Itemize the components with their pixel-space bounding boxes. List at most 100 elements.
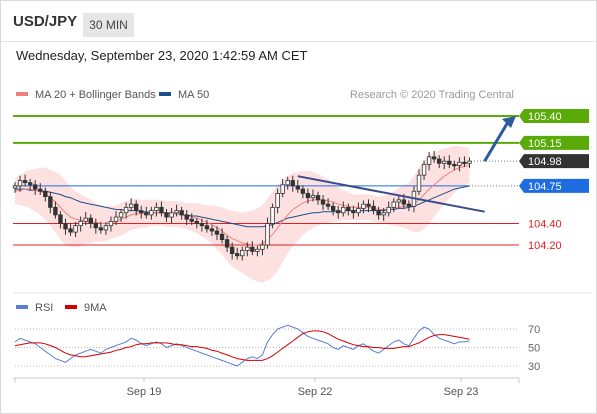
candle [118, 208, 124, 222]
candle [48, 191, 53, 214]
candle [93, 218, 98, 234]
candle [144, 206, 149, 219]
candle-body [255, 248, 260, 252]
candle-body [78, 220, 83, 227]
candle-body [320, 199, 326, 205]
candle [386, 201, 391, 217]
legend-9ma-label: 9MA [84, 302, 107, 314]
candle [234, 247, 240, 260]
candle-body [189, 218, 194, 222]
candle-body [386, 206, 391, 214]
candle-body [199, 223, 205, 227]
candle-body [98, 227, 104, 231]
legend-ma20-swatch [16, 92, 28, 97]
candle [305, 188, 311, 204]
candle [43, 187, 48, 202]
pivot-tag-3: 104.75 [519, 178, 589, 193]
candle-body [17, 180, 23, 187]
candle-body [93, 223, 98, 229]
candle-body [366, 203, 371, 207]
symbol-title: USD/JPY [13, 13, 78, 30]
candle-body [300, 188, 306, 194]
rsi-series-1 [14, 330, 470, 361]
candle-body [154, 206, 159, 211]
candle [376, 206, 381, 220]
candle-body [113, 216, 119, 222]
candle-body [68, 228, 73, 233]
candle-body [234, 253, 240, 257]
legend-9ma-swatch [65, 305, 77, 310]
candle-body [240, 249, 245, 257]
legend-ma50-swatch [159, 92, 171, 97]
candle-body [467, 160, 472, 164]
candle-body [275, 192, 280, 208]
candle-body [305, 192, 311, 199]
legend-ma50-label: MA 50 [178, 89, 210, 101]
widget-header: USD/JPY 30 MIN [1, 1, 596, 42]
last-tag-bg-2 [519, 154, 589, 169]
candle-body [174, 210, 179, 214]
candle-body [159, 206, 164, 214]
candle-body [103, 225, 109, 231]
candle-body [361, 203, 366, 209]
candle-body [133, 203, 139, 211]
support-label-4: 104.40 [528, 219, 562, 231]
legend-rsi-label: RSI [35, 302, 54, 314]
candle [442, 156, 447, 170]
candle [184, 210, 189, 226]
candle-body [12, 185, 18, 189]
candle [447, 155, 452, 169]
x-tick-label-1: Sep 22 [298, 386, 333, 398]
candle-body [38, 188, 43, 192]
candle-body [406, 203, 412, 207]
resistance-tag-bg-1 [519, 135, 589, 150]
legend-rsi-swatch [16, 305, 28, 310]
candle [224, 235, 230, 252]
legend-ma20-label: MA 20 + Bollinger Bands [35, 89, 156, 101]
candle [12, 182, 18, 193]
rsi-tick-0: 70 [528, 324, 540, 336]
candle [467, 157, 472, 169]
candle [341, 201, 346, 217]
forecast-arrow [483, 121, 510, 162]
candle-body [356, 208, 361, 214]
candle-body [351, 210, 356, 214]
candle-body [224, 239, 230, 248]
candle-body [260, 244, 265, 250]
candle [113, 211, 119, 226]
candle-body [285, 180, 290, 186]
rsi-series-0 [14, 324, 470, 367]
candle-body [83, 217, 88, 222]
rsi-tick-2: 30 [528, 361, 540, 373]
candle [436, 155, 442, 169]
candle-body [194, 220, 199, 224]
candle-body [376, 210, 381, 216]
candle [78, 216, 83, 232]
candle [53, 201, 58, 219]
candle [290, 175, 295, 192]
candle [356, 202, 361, 217]
candle [68, 222, 73, 236]
candle-body [58, 214, 63, 224]
candle-body [22, 180, 28, 184]
candle [17, 175, 23, 192]
candle-body [214, 230, 220, 235]
research-credit: Research © 2020 Trading Central [349, 89, 514, 101]
candle-body [63, 223, 68, 230]
resistance-tag-bg-0 [519, 109, 589, 123]
candle [426, 152, 432, 171]
pivot-tag-label-3: 104.75 [528, 181, 562, 193]
timeframe-badge[interactable]: 30 MIN [83, 13, 134, 37]
candle [295, 179, 300, 193]
candle [159, 201, 164, 217]
legend-ma50: MA 50 [159, 89, 209, 101]
x-tick-label-0: Sep 19 [127, 386, 162, 398]
candle-body [149, 210, 154, 216]
candle [189, 213, 194, 226]
support-label-5: 104.20 [528, 240, 562, 252]
candle-body [53, 206, 58, 216]
candle [285, 176, 290, 190]
candle [366, 199, 371, 213]
candle-body [462, 161, 467, 165]
